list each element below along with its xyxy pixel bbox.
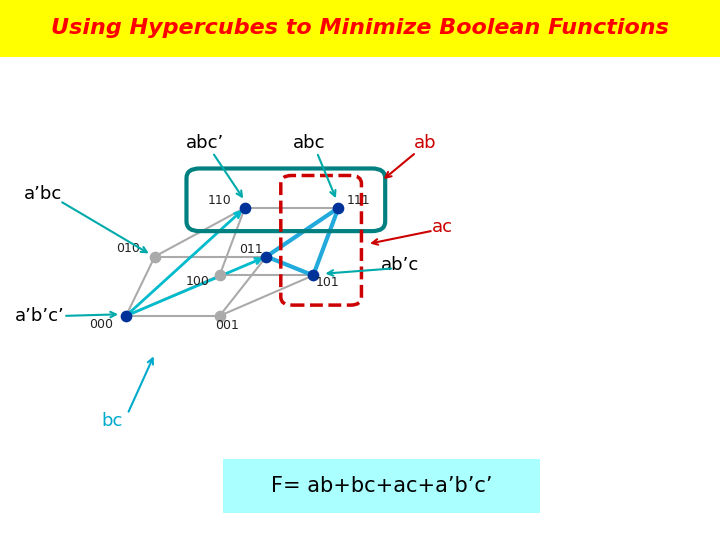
Text: Using Hypercubes to Minimize Boolean Functions: Using Hypercubes to Minimize Boolean Fun… [51,18,669,38]
Text: 001: 001 [215,319,240,332]
Point [239,204,251,212]
Text: 010: 010 [116,242,140,255]
Text: 000: 000 [89,318,113,330]
Text: abc: abc [293,134,326,152]
FancyBboxPatch shape [0,0,720,57]
Point [120,312,132,320]
FancyBboxPatch shape [223,459,540,513]
Text: 011: 011 [239,243,262,256]
Text: a’b’c’: a’b’c’ [14,307,65,325]
Text: 100: 100 [186,275,210,288]
Text: ab: ab [413,134,436,152]
Text: ab’c: ab’c [380,255,419,274]
Point [214,271,225,280]
Text: 101: 101 [316,276,339,289]
Text: bc: bc [101,412,122,430]
Text: 111: 111 [347,194,370,207]
Text: F= ab+bc+ac+a’b’c’: F= ab+bc+ac+a’b’c’ [271,476,492,496]
Text: a’bc: a’bc [24,185,63,204]
Point [261,252,272,261]
Text: ac: ac [432,218,454,236]
Text: 110: 110 [208,194,231,207]
Point [214,312,225,320]
Point [149,252,161,261]
Text: abc’: abc’ [186,134,225,152]
Point [333,204,344,212]
Point [307,271,319,280]
